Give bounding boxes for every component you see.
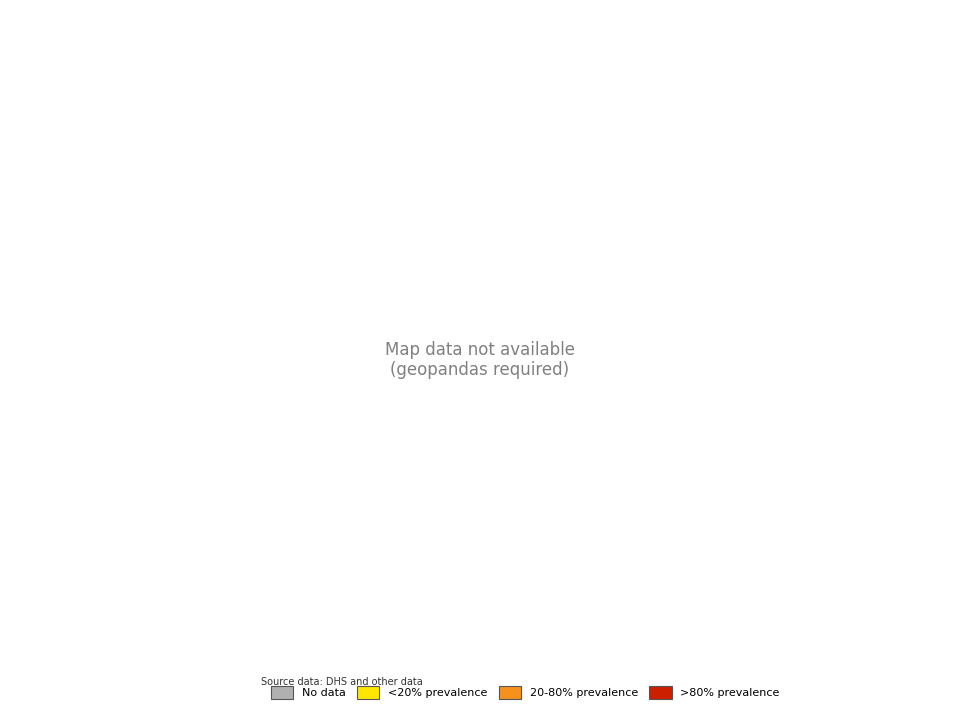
Text: Map data not available
(geopandas required): Map data not available (geopandas requir… [385, 341, 575, 379]
Text: Source data: DHS and other data: Source data: DHS and other data [261, 678, 422, 688]
Legend: No data, <20% prevalence, 20-80% prevalence, >80% prevalence: No data, <20% prevalence, 20-80% prevale… [267, 681, 784, 703]
